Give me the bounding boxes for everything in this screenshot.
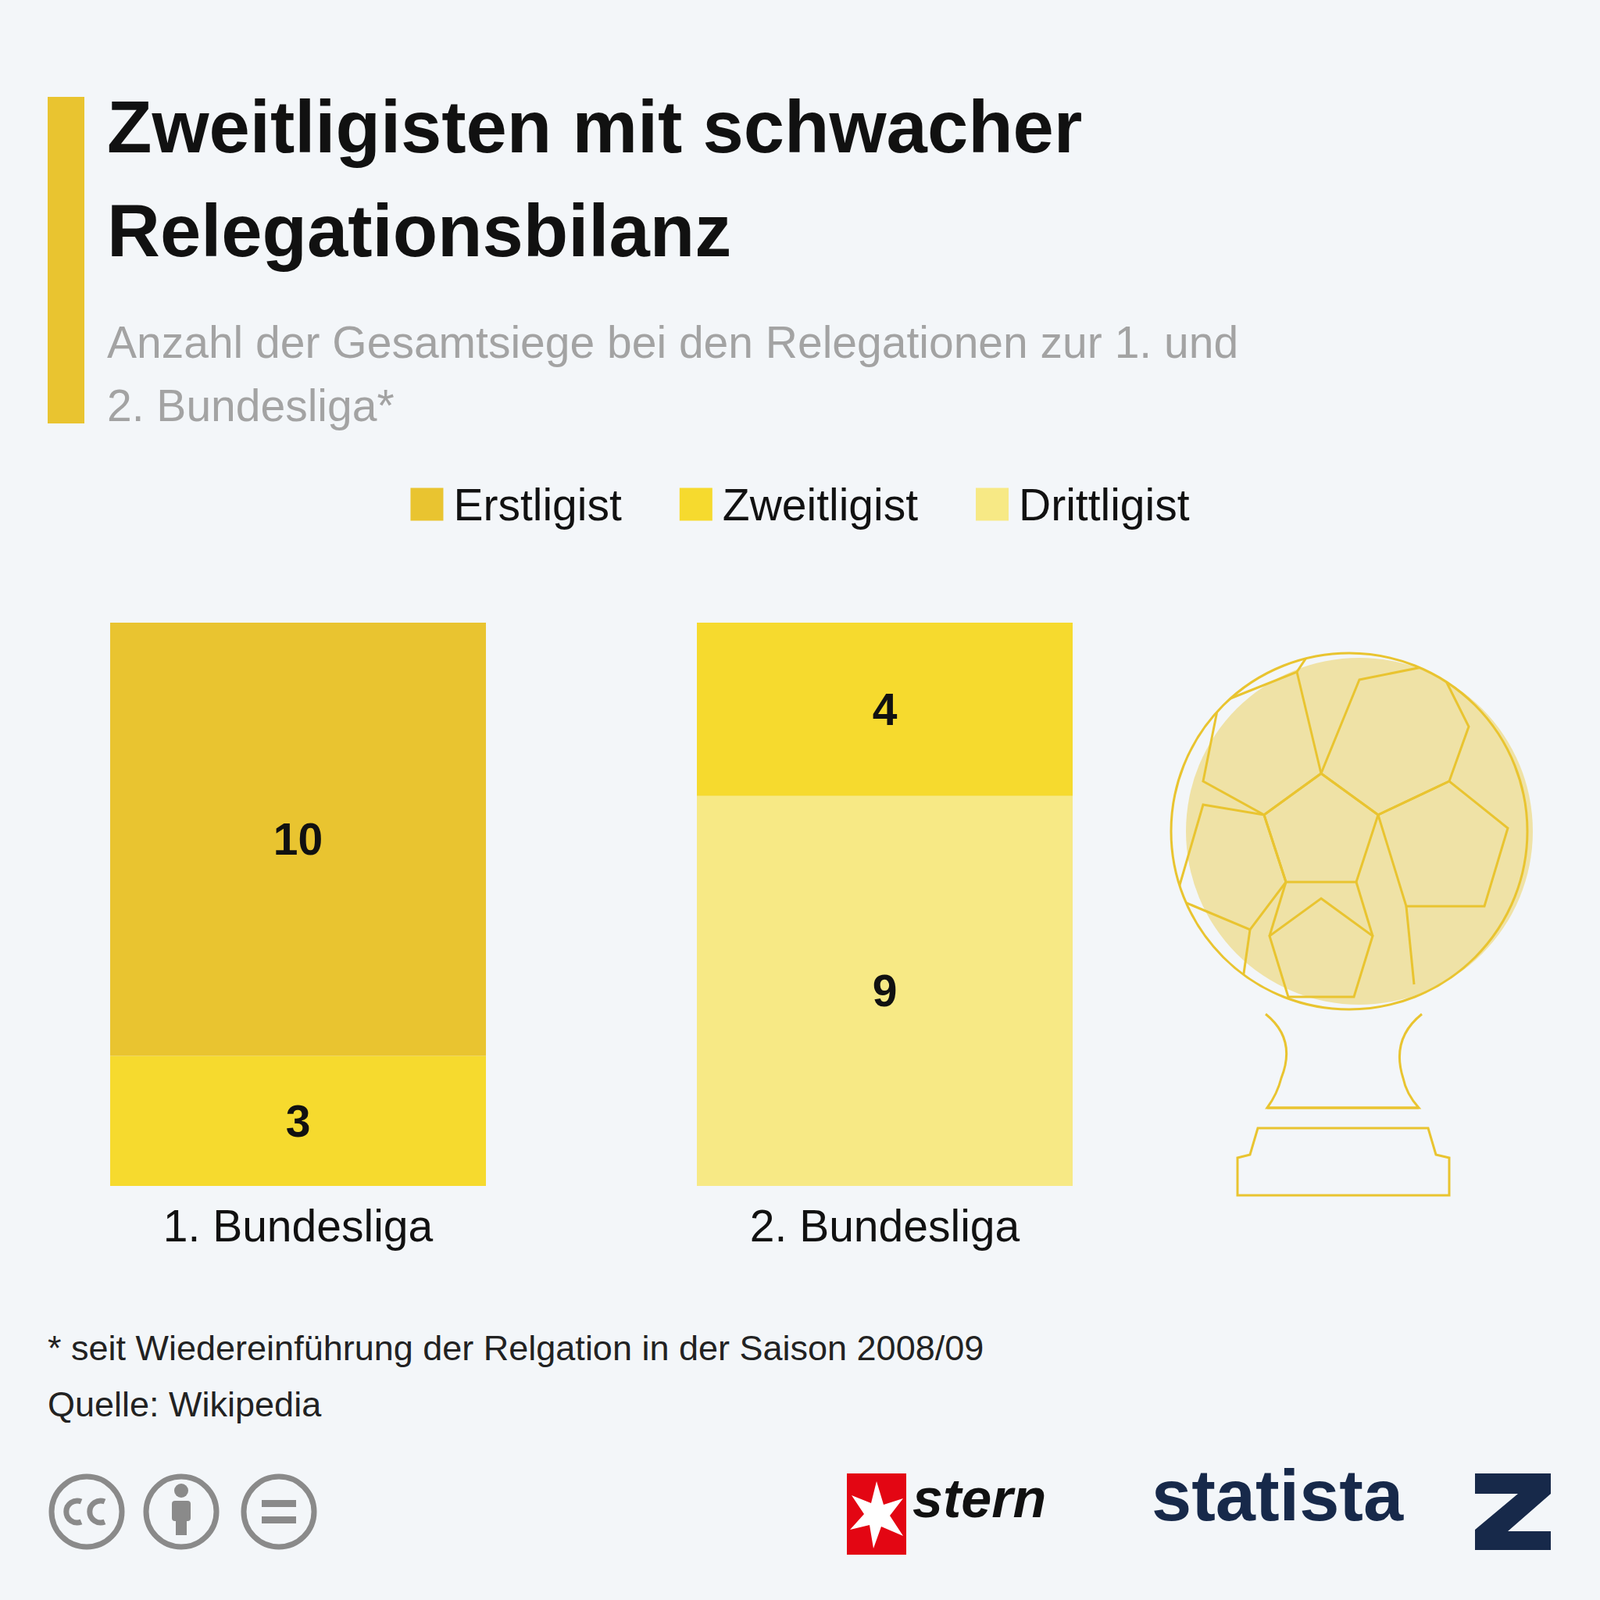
html-text:statista: statista <box>1151 1455 1404 1536</box>
svg-text:10: 10 <box>273 814 323 865</box>
html-text:Zweitligisten mit schwacher Re: Zweitligisten mit schwacher Relegationsb… <box>107 85 1083 272</box>
svg-text:1. Bundesliga: 1. Bundesliga <box>163 1200 434 1251</box>
svg-text:4: 4 <box>872 684 898 735</box>
html-text:Anzahl der Gesamtsiege bei den: Anzahl der Gesamtsiege bei den Relegatio… <box>107 317 1239 431</box>
html-text:* seit Wiedereinführung der Re: * seit Wiedereinführung der Relgation in… <box>47 1328 984 1368</box>
html-text:Quelle: Wikipedia: Quelle: Wikipedia <box>47 1384 322 1425</box>
svg-text:2. Bundesliga: 2. Bundesliga <box>750 1200 1021 1251</box>
svg-text:Zweitligist: Zweitligist <box>722 479 918 530</box>
svg-text:9: 9 <box>872 965 898 1016</box>
svg-text:Erstligist: Erstligist <box>453 479 622 530</box>
svg-text:3: 3 <box>285 1096 311 1147</box>
html-text:stern: stern <box>912 1467 1047 1529</box>
svg-text:Drittligist: Drittligist <box>1018 479 1190 530</box>
